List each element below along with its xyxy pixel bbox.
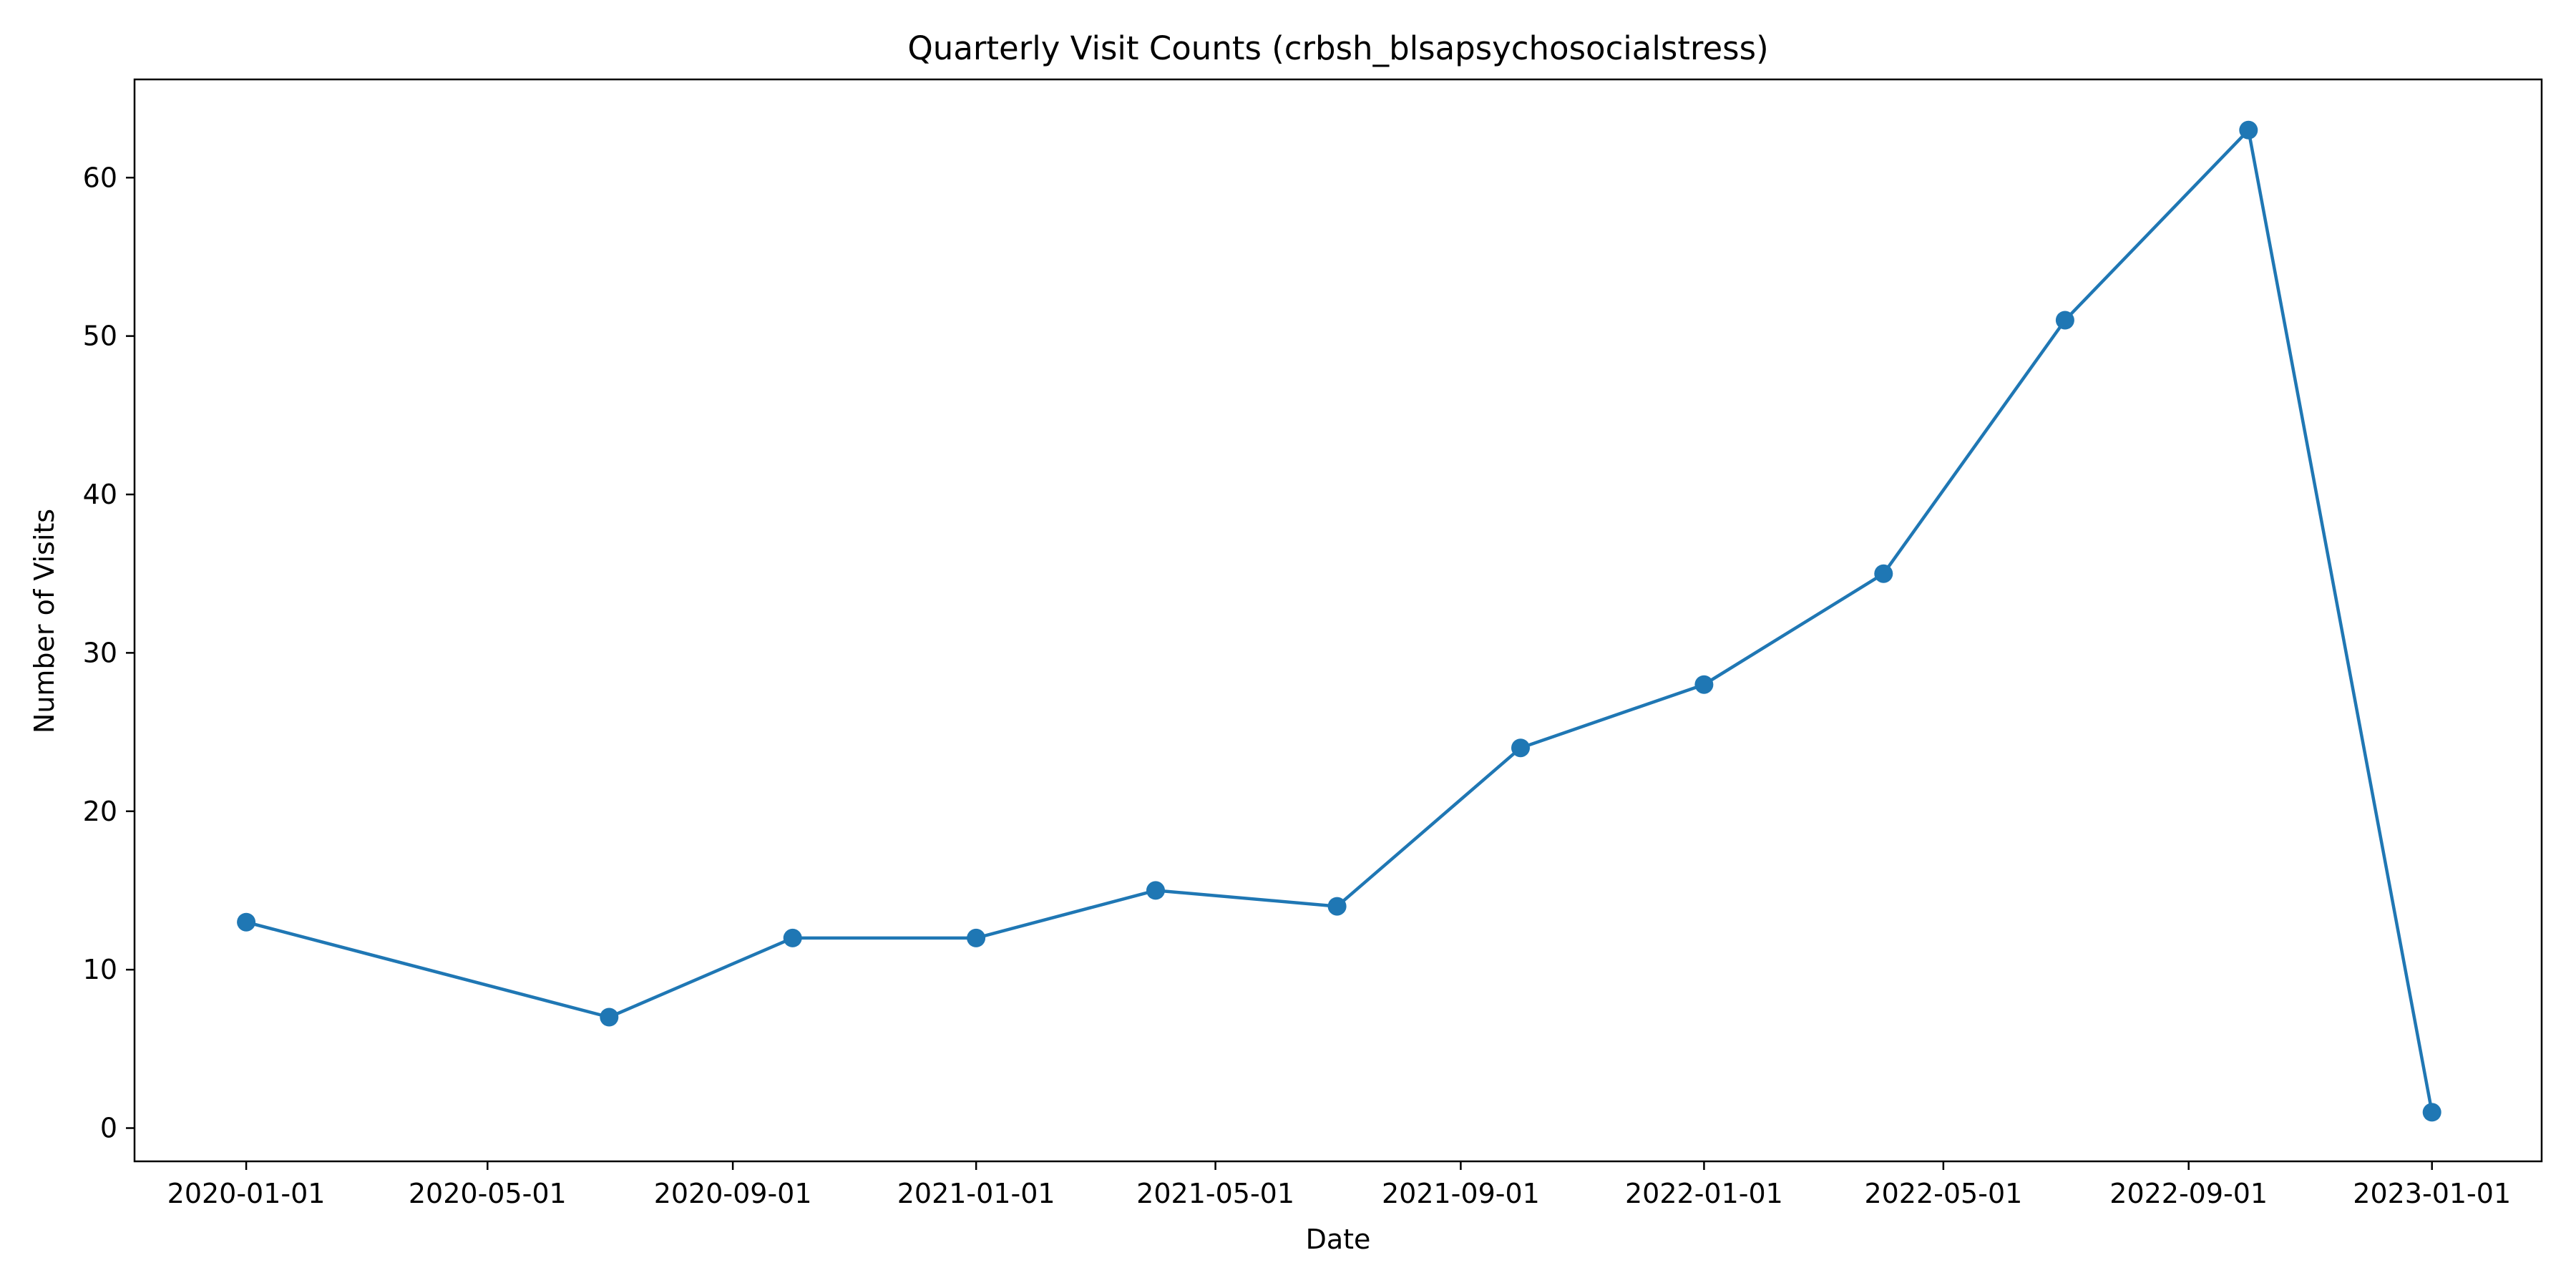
x-tick-label: 2021-01-01 — [897, 1178, 1055, 1209]
y-axis-label: Number of Visits — [29, 509, 60, 733]
y-tick-label: 0 — [100, 1113, 117, 1144]
x-tick-label: 2022-05-01 — [1864, 1178, 2022, 1209]
y-tick-label: 30 — [83, 637, 117, 668]
x-tick-label: 2023-01-01 — [2353, 1178, 2511, 1209]
x-tick-label: 2021-09-01 — [1382, 1178, 1540, 1209]
data-point — [1146, 881, 1165, 900]
data-point — [2239, 120, 2258, 140]
series-points — [237, 120, 2441, 1122]
y-tick-label: 60 — [83, 162, 117, 193]
data-point — [1694, 675, 1714, 694]
x-axis-label: Date — [1306, 1224, 1371, 1255]
plot-area — [133, 78, 2543, 1163]
data-point — [967, 928, 986, 947]
data-point — [237, 912, 256, 932]
x-tick-label: 2020-05-01 — [409, 1178, 567, 1209]
x-tick-label: 2020-01-01 — [167, 1178, 326, 1209]
data-point — [2422, 1103, 2441, 1122]
data-point — [1874, 564, 1893, 583]
x-tick-label: 2020-09-01 — [654, 1178, 812, 1209]
data-point — [783, 928, 802, 947]
series-line — [245, 128, 2434, 1113]
data-point — [1327, 897, 1347, 916]
y-tick-label: 50 — [83, 321, 117, 352]
chart-title: Quarterly Visit Counts (crbsh_blsapsycho… — [907, 29, 1768, 67]
x-tick-label: 2022-09-01 — [2109, 1178, 2268, 1209]
y-tick-label: 20 — [83, 796, 117, 827]
y-axis: 0 10 20 30 40 50 60 — [83, 162, 135, 1144]
data-point — [2055, 311, 2074, 330]
y-tick-label: 10 — [83, 954, 117, 985]
x-tick-label: 2022-01-01 — [1625, 1178, 1783, 1209]
x-tick-label: 2021-05-01 — [1136, 1178, 1294, 1209]
y-tick-label: 40 — [83, 479, 117, 510]
data-point — [1511, 738, 1530, 758]
x-axis: 2020-01-01 2020-05-01 2020-09-01 2021-01-01… — [167, 1161, 2511, 1209]
data-point — [600, 1008, 619, 1027]
